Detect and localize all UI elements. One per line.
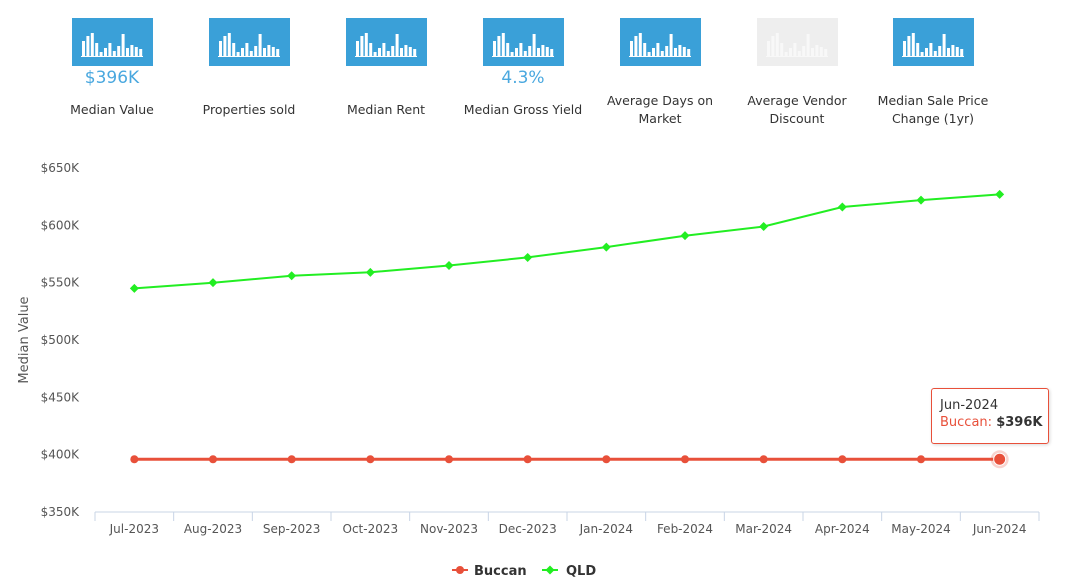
legend-marker — [456, 566, 464, 574]
bar-chart-icon — [482, 18, 564, 66]
y-tick-label: $650K — [41, 161, 81, 175]
series-line-qld[interactable] — [134, 193, 1000, 290]
data-point-buccan[interactable] — [287, 455, 296, 464]
data-point-buccan[interactable] — [602, 455, 611, 464]
data-point-qld[interactable] — [680, 231, 690, 241]
bar-chart-icon — [345, 18, 427, 66]
data-point-qld[interactable] — [129, 283, 139, 293]
data-point-qld[interactable] — [287, 271, 297, 281]
data-point-qld[interactable] — [365, 267, 375, 277]
tile-label: Average Vendor Discount — [747, 93, 847, 126]
data-point-qld[interactable] — [759, 221, 769, 231]
x-tick-label: Sep-2023 — [263, 522, 321, 536]
tile-value — [737, 66, 857, 90]
data-point-qld[interactable] — [523, 252, 533, 262]
data-point-buccan[interactable] — [130, 455, 139, 464]
x-tick-label: Mar-2024 — [735, 522, 792, 536]
bar-chart-icon — [71, 18, 153, 66]
median-value-line-chart: $350K $400K $450K $500K $550K $600K $650K Media… — [17, 161, 1040, 579]
tile-average-days-on-market[interactable]: Average Days on Market — [600, 18, 720, 130]
data-point-buccan[interactable] — [366, 455, 375, 464]
x-tick-label: Nov-2023 — [420, 522, 478, 536]
y-tick-label: $450K — [41, 390, 81, 404]
x-tick-label: Aug-2023 — [184, 522, 242, 536]
x-tick-label: Oct-2023 — [343, 522, 399, 536]
tile-properties-sold[interactable]: Properties sold — [189, 18, 309, 130]
tile-median-gross-yield[interactable]: 4.3% Median Gross Yield — [463, 18, 583, 130]
bar-chart-icon — [892, 18, 974, 66]
data-point-buccan[interactable] — [523, 455, 532, 464]
legend-marker — [545, 565, 555, 575]
y-tick-label: $600K — [41, 218, 81, 232]
data-point-buccan[interactable] — [759, 455, 768, 464]
bar-chart-icon — [208, 18, 290, 66]
legend-item-qld[interactable]: QLD — [542, 564, 596, 579]
data-point-qld[interactable] — [444, 260, 454, 270]
x-tick-label: May-2024 — [891, 522, 950, 536]
y-tick-label: $500K — [41, 333, 81, 347]
stat-tiles: $396K Median Value Properties sold Media… — [0, 0, 1079, 140]
tooltip-series-name: Buccan — [940, 415, 988, 430]
tile-value — [189, 66, 309, 90]
tile-value: 4.3% — [501, 68, 545, 88]
data-point-qld[interactable] — [916, 195, 926, 205]
tile-label: Median Value — [70, 102, 154, 117]
data-point-qld[interactable] — [208, 278, 218, 288]
tile-label: Median Gross Yield — [463, 102, 583, 117]
data-point-buccan[interactable] — [681, 455, 689, 464]
y-tick-label: $350K — [41, 505, 81, 519]
data-point-buccan[interactable] — [209, 455, 217, 464]
tile-value — [873, 66, 993, 90]
data-point-buccan[interactable] — [838, 455, 847, 464]
tile-value — [326, 66, 446, 90]
data-point-qld[interactable] — [837, 202, 847, 212]
y-tick-label: $400K — [41, 448, 81, 462]
tooltip-value: $396K — [996, 415, 1043, 430]
tile-label: Average Days on Market — [606, 93, 714, 126]
tile-average-vendor-discount: Average Vendor Discount — [737, 18, 857, 130]
chart-tooltip: Jun-2024 Buccan: $396K — [931, 388, 1049, 444]
tile-median-value[interactable]: $396K Median Value — [52, 18, 172, 130]
tile-value: $396K — [84, 68, 140, 88]
x-tick-label: Jan-2024 — [579, 522, 633, 536]
tile-label: Properties sold — [202, 102, 296, 117]
hovered-data-point[interactable] — [993, 452, 1007, 466]
y-axis-title: Median Value — [17, 296, 32, 383]
y-tick-label: $550K — [41, 276, 81, 290]
bar-chart-icon — [619, 18, 701, 66]
tile-label: Median Sale Price Change (1yr) — [877, 93, 989, 126]
legend-item-buccan[interactable]: Buccan — [452, 564, 527, 579]
tile-label: Median Rent — [346, 102, 426, 117]
bar-chart-icon — [756, 18, 838, 66]
x-tick-label: Dec-2023 — [499, 522, 557, 536]
legend-label: QLD — [566, 564, 596, 579]
x-tick-label: Jun-2024 — [972, 522, 1027, 536]
x-tick-label: Jul-2023 — [109, 522, 159, 536]
x-tick-label: Apr-2024 — [815, 522, 870, 536]
x-tick-label: Feb-2024 — [657, 522, 713, 536]
tile-value — [600, 66, 720, 90]
data-point-qld[interactable] — [995, 189, 1005, 199]
data-point-qld[interactable] — [601, 242, 611, 252]
legend-label: Buccan — [474, 564, 527, 579]
data-point-buccan[interactable] — [445, 455, 453, 464]
tile-median-sale-price-change[interactable]: Median Sale Price Change (1yr) — [873, 18, 993, 130]
data-point-buccan[interactable] — [917, 455, 925, 464]
tooltip-date: Jun-2024 — [940, 398, 999, 413]
tile-median-rent[interactable]: Median Rent — [326, 18, 446, 130]
